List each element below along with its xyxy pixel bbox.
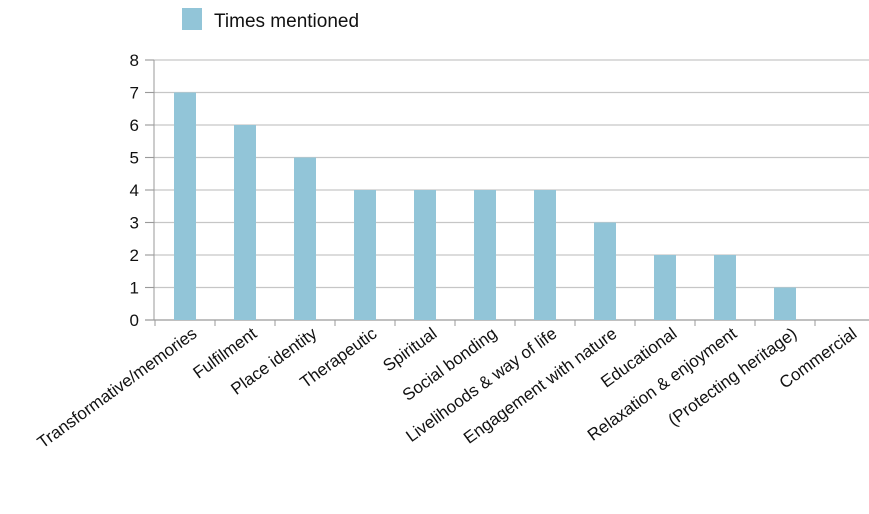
x-tick-label: Transformative/memories	[34, 324, 201, 452]
y-tick-label: 7	[130, 84, 139, 103]
y-tick-label: 4	[130, 181, 139, 200]
bar	[294, 157, 316, 320]
y-tick-label: 6	[130, 116, 139, 135]
bar	[174, 92, 196, 320]
bar	[654, 255, 676, 320]
legend: Times mentioned	[182, 8, 359, 32]
y-tick-label: 3	[130, 214, 139, 233]
legend-swatch	[182, 8, 202, 30]
bar	[774, 287, 796, 320]
y-tick-label: 0	[130, 311, 139, 330]
bar	[354, 190, 376, 320]
bar	[594, 222, 616, 320]
axes	[153, 60, 816, 326]
y-tick-labels: 0 1 2 3 4 5 6 7 8	[130, 51, 139, 330]
bar	[234, 125, 256, 320]
bar	[534, 190, 556, 320]
gridlines	[145, 59, 869, 321]
bars	[174, 92, 796, 320]
y-tick-label: 1	[130, 279, 139, 298]
y-tick-label: 5	[130, 149, 139, 168]
legend-label: Times mentioned	[214, 11, 359, 32]
bar	[714, 255, 736, 320]
bar	[474, 190, 496, 320]
bar	[414, 190, 436, 320]
y-tick-label: 8	[130, 51, 139, 70]
y-tick-label: 2	[130, 246, 139, 265]
